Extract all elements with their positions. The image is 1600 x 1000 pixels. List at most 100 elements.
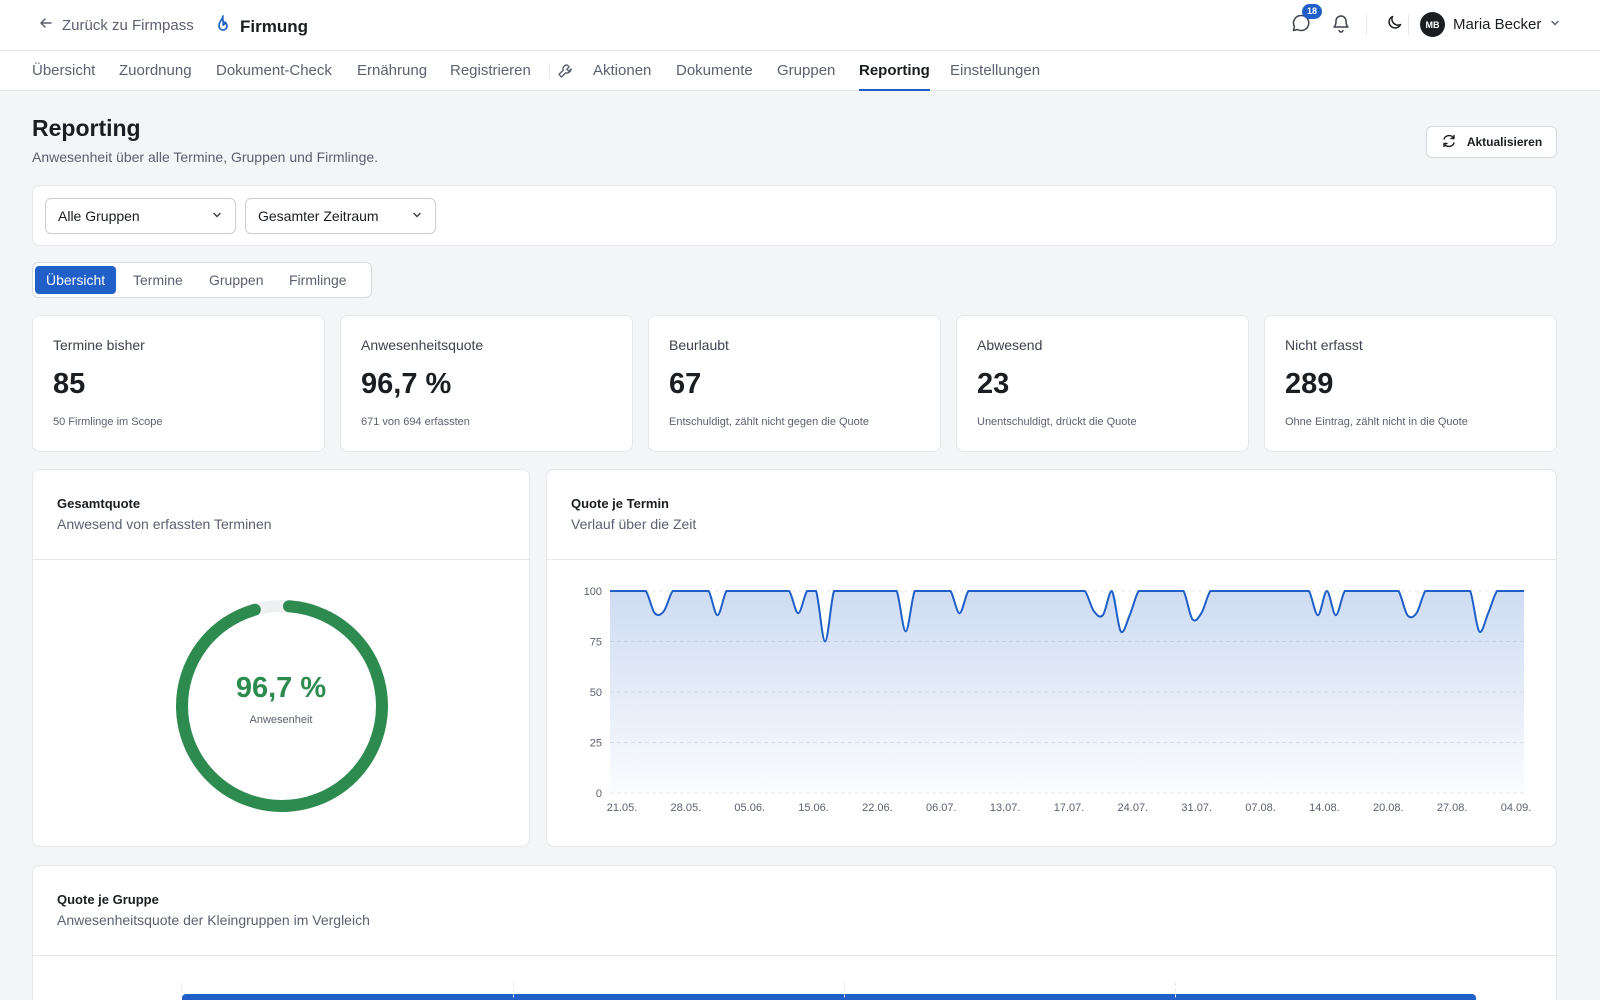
kpi-value: 23 <box>977 368 1010 400</box>
nav-document-check[interactable]: Dokument-Check <box>216 62 332 79</box>
x-tick-label: 14.08. <box>1309 802 1340 814</box>
top-bar: Zurück zu Firmpass Firmung 18 MB Maria B… <box>0 0 1600 51</box>
kpi-note: Unentschuldigt, drückt die Quote <box>977 416 1137 428</box>
refresh-icon <box>1441 133 1457 152</box>
group-select-value: Alle Gruppen <box>58 208 140 224</box>
card-title: Quote je Gruppe <box>57 892 159 907</box>
tab-appointments[interactable]: Termine <box>133 272 183 288</box>
x-tick-label: 24.07. <box>1118 802 1149 814</box>
overall-rate-card: Gesamtquote Anwesend von erfassten Termi… <box>32 469 530 847</box>
kpi-label: Abwesend <box>977 337 1043 353</box>
chevron-down-icon <box>411 208 423 224</box>
kpi-card: Abwesend 23 Unentschuldigt, drückt die Q… <box>956 315 1249 452</box>
donut-arc <box>176 600 388 812</box>
series-area <box>610 591 1524 793</box>
group-select[interactable]: Alle Gruppen <box>45 198 236 234</box>
chevron-down-icon <box>1549 16 1561 34</box>
nav-nutrition[interactable]: Ernährung <box>357 62 428 79</box>
x-tick-label: 17.07. <box>1054 802 1085 814</box>
theme-toggle[interactable] <box>1382 13 1406 37</box>
group-chart-area <box>181 983 1507 1000</box>
x-tick-label: 27.08. <box>1437 802 1468 814</box>
kpi-label: Anwesenheitsquote <box>361 337 484 353</box>
wrench-icon[interactable] <box>557 63 573 84</box>
flame-icon <box>214 14 232 39</box>
x-tick-label: 21.05. <box>607 802 638 814</box>
kpi-card: Termine bisher 85 50 Firmlinge im Scope <box>32 315 325 452</box>
nav-actions[interactable]: Aktionen <box>593 62 652 79</box>
x-tick-label: 13.07. <box>990 802 1021 814</box>
period-select-value: Gesamter Zeitraum <box>258 208 379 224</box>
card-subtitle: Anwesend von erfassten Terminen <box>57 516 272 532</box>
divider <box>547 559 1556 560</box>
chevron-down-icon <box>211 208 223 224</box>
y-tick-label: 0 <box>596 788 602 800</box>
grid-line <box>844 983 845 1000</box>
nav-register[interactable]: Registrieren <box>450 62 531 79</box>
card-title: Quote je Termin <box>571 496 669 511</box>
kpi-label: Beurlaubt <box>669 337 729 353</box>
page-subtitle: Anwesenheit über alle Termine, Gruppen u… <box>32 149 379 165</box>
card-title: Gesamtquote <box>57 496 141 511</box>
x-tick-label: 22.06. <box>862 802 893 814</box>
arrow-left-icon <box>38 15 54 35</box>
series-line <box>609 590 1524 643</box>
y-tick-label: 50 <box>590 687 602 699</box>
messages-badge: 18 <box>1302 4 1322 19</box>
brand: Firmung <box>214 14 308 39</box>
x-tick-label: 04.09. <box>1501 802 1532 814</box>
kpi-value: 96,7 % <box>361 368 452 400</box>
kpi-note: 671 von 694 erfassten <box>361 416 470 428</box>
x-tick-label: 05.06. <box>734 802 765 814</box>
card-subtitle: Verlauf über die Zeit <box>571 516 697 532</box>
notifications-button[interactable] <box>1329 13 1353 37</box>
overall-caption: Anwesenheit <box>249 714 313 726</box>
divider <box>33 955 1556 956</box>
user-menu[interactable]: MB Maria Becker <box>1420 12 1561 37</box>
card-subtitle: Anwesenheitsquote der Kleingruppen im Ve… <box>57 912 370 928</box>
moon-icon <box>1386 14 1403 36</box>
refresh-button[interactable]: Aktualisieren <box>1426 126 1557 158</box>
per-group-card: Quote je Gruppe Anwesenheitsquote der Kl… <box>32 865 1557 1000</box>
attendance-line-chart: 0 25 50 75 100 21.05. 28.05. 05.06. 15.06. 22.06.… <box>584 586 1532 814</box>
x-tick-label: 07.08. <box>1245 802 1276 814</box>
kpi-note: 50 Firmlinge im Scope <box>53 416 163 428</box>
nav-reporting[interactable]: Reporting <box>859 51 930 91</box>
kpi-label: Termine bisher <box>53 337 145 353</box>
x-tick-label: 20.08. <box>1373 802 1404 814</box>
grid-line <box>513 983 514 1000</box>
nav-groups[interactable]: Gruppen <box>777 62 836 79</box>
refresh-label: Aktualisieren <box>1466 135 1543 149</box>
page-title: Reporting <box>32 115 141 141</box>
tab-groups[interactable]: Gruppen <box>209 272 264 288</box>
kpi-value: 289 <box>1285 368 1334 400</box>
period-select[interactable]: Gesamter Zeitraum <box>245 198 436 234</box>
y-tick-label: 100 <box>584 586 602 598</box>
back-link[interactable]: Zurück zu Firmpass <box>38 15 194 35</box>
grid-line <box>1175 983 1176 1000</box>
kpi-note: Ohne Eintrag, zählt nicht in die Quote <box>1285 416 1468 428</box>
kpi-card: Nicht erfasst 289 Ohne Eintrag, zählt ni… <box>1264 315 1557 452</box>
kpi-label: Nicht erfasst <box>1285 337 1363 353</box>
nav-overview[interactable]: Übersicht <box>32 62 96 79</box>
tab-confirmands[interactable]: Firmlinge <box>289 272 347 288</box>
divider <box>33 559 529 560</box>
nav-settings[interactable]: Einstellungen <box>950 62 1041 79</box>
nav-documents[interactable]: Dokumente <box>676 62 753 79</box>
x-tick-label: 06.07. <box>926 802 957 814</box>
kpi-value: 85 <box>53 368 86 400</box>
tab-overview[interactable]: Übersicht <box>35 266 117 294</box>
nav-assignment[interactable]: Zuordnung <box>119 62 192 79</box>
y-tick-label: 25 <box>590 738 602 750</box>
kpi-card: Anwesenheitsquote 96,7 % 671 von 694 erf… <box>340 315 633 452</box>
group-bar <box>182 994 1476 1000</box>
kpi-card: Beurlaubt 67 Entschuldigt, zählt nicht g… <box>648 315 941 452</box>
x-tick-label: 15.06. <box>798 802 829 814</box>
back-link-label: Zurück zu Firmpass <box>62 16 194 34</box>
x-tick-label: 31.07. <box>1181 802 1212 814</box>
kpi-value: 67 <box>669 368 702 400</box>
brand-name: Firmung <box>240 16 308 36</box>
avatar: MB <box>1420 12 1445 37</box>
divider <box>1408 15 1409 35</box>
